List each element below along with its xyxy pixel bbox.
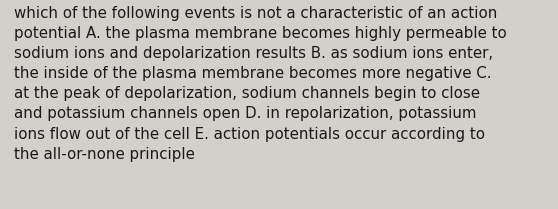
Text: which of the following events is not a characteristic of an action
potential A. : which of the following events is not a c… [14,6,507,162]
